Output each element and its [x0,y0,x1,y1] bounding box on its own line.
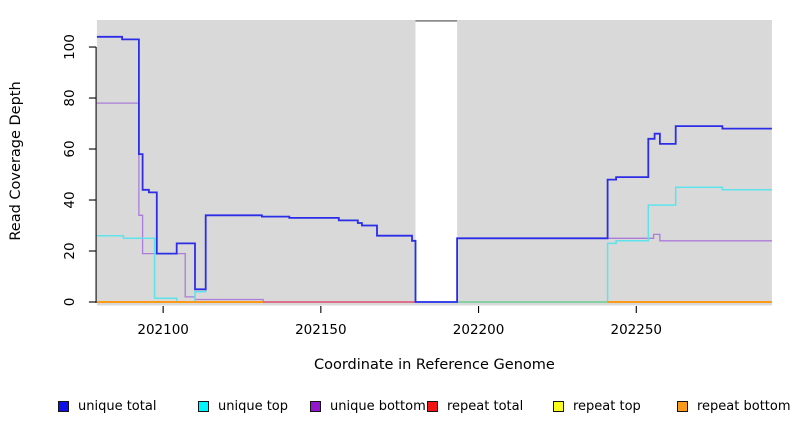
y-tick-label: 80 [62,89,78,106]
y-tick-label: 20 [62,242,78,259]
coverage-plot: 0 20 40 60 80 100 202100 202150 202200 202250 Coor… [8,19,772,373]
legend-label: repeat total [447,398,524,414]
series-unique-total [96,35,772,303]
y-tick-label: 100 [62,34,78,60]
legend-label: unique top [218,398,289,414]
repeat-total-swatch-icon [427,400,438,412]
legend-label: repeat top [573,398,641,414]
repeat-bottom-swatch-icon [677,400,688,412]
x-tick-label: 202100 [137,322,189,338]
y-tick-label: 40 [62,191,78,208]
y-axis-title: Read Coverage Depth [8,81,24,240]
unique-bottom-swatch-icon [310,400,321,412]
series-unique-bottom [96,102,772,303]
repeat-top-swatch-icon [553,400,564,412]
chart-legend: unique total unique top unique bottom re… [0,394,792,424]
legend-item-repeat-bottom: repeat bottom [677,398,791,414]
y-tick-label: 0 [62,298,78,307]
y-tick-label: 60 [62,140,78,157]
unique-top-swatch-icon [198,400,209,412]
legend-item-repeat-total: repeat total [427,398,523,414]
legend-label: repeat bottom [697,398,791,414]
unique-total-swatch-icon [58,400,69,412]
legend-label: unique bottom [330,398,426,414]
legend-item-unique-total: unique total [58,398,156,414]
x-tick-label: 202200 [453,322,505,338]
masked-region [415,19,458,303]
x-axis-title: Coordinate in Reference Genome [314,357,555,373]
coverage-plot-svg: 0 20 40 60 80 100 202100 202150 202200 202250 Coor… [8,19,772,373]
legend-item-unique-top: unique top [198,398,288,414]
x-tick-label: 202150 [295,322,347,338]
x-tick-label: 202250 [610,322,662,338]
legend-label: unique total [78,398,157,414]
legend-item-unique-bottom: unique bottom [310,398,426,414]
legend-item-repeat-top: repeat top [553,398,641,414]
